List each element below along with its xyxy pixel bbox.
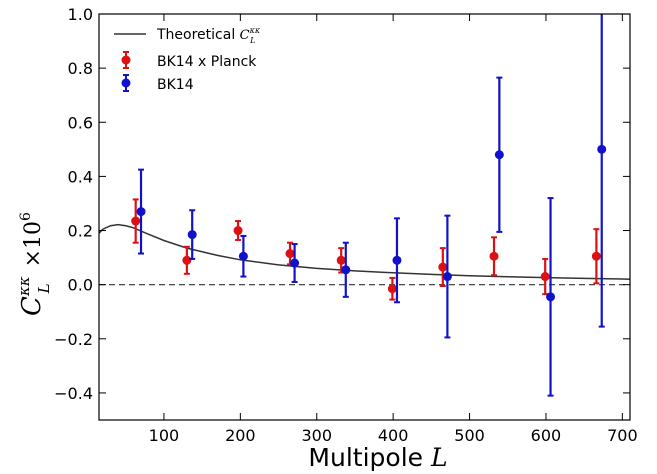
marker xyxy=(131,216,141,226)
marker xyxy=(442,272,452,282)
y-axis-label: Cκκ L ×106 xyxy=(15,212,53,316)
marker xyxy=(494,150,504,160)
marker xyxy=(336,255,346,265)
marker xyxy=(285,249,295,259)
data-point-bk14xplanck xyxy=(131,198,141,244)
x-tick-label: 300 xyxy=(301,426,332,445)
x-tick-label: 100 xyxy=(149,426,180,445)
y-tick-label: 0.8 xyxy=(68,59,93,78)
data-point-bk14 xyxy=(494,76,504,233)
legend-marker-bk14 xyxy=(121,74,131,92)
marker xyxy=(438,262,448,272)
marker xyxy=(341,265,351,275)
data-point-bk14xplanck xyxy=(285,241,295,266)
x-tick-label: 400 xyxy=(378,426,409,445)
y-tick-label: −0.2 xyxy=(54,330,93,349)
plot-frame xyxy=(98,13,631,421)
marker xyxy=(187,230,197,240)
marker xyxy=(290,258,300,268)
marker xyxy=(233,226,243,236)
data-point-bk14 xyxy=(597,14,607,328)
marker xyxy=(540,272,550,282)
y-tick-label: 0.0 xyxy=(68,276,93,295)
legend-label-bk14: BK14 xyxy=(157,77,194,93)
data-point-bk14 xyxy=(392,217,402,304)
marker xyxy=(546,292,556,302)
axis-ticks: 100 200 300 400 500 600 700 −0.4 −0.2 0.0 0.2 0.4 0.… xyxy=(54,5,637,445)
legend-label-theory: Theoretical Cκκ L xyxy=(156,26,261,45)
y-tick-label: 0.6 xyxy=(68,113,93,132)
data-point-bk14 xyxy=(442,214,452,339)
data-point-bk14xplanck xyxy=(438,247,448,288)
data-point-bk14 xyxy=(290,243,300,283)
x-tick-label: 500 xyxy=(454,426,485,445)
marker xyxy=(136,207,146,217)
data-point-bk14xplanck xyxy=(540,257,550,296)
legend-label-bk14xplanck: BK14 x Planck xyxy=(157,54,257,70)
marker xyxy=(392,255,402,265)
marker xyxy=(182,255,192,265)
data-point-bk14 xyxy=(187,209,197,260)
data-point-bk14xplanck xyxy=(233,220,243,242)
x-tick-label: 200 xyxy=(225,426,256,445)
marker xyxy=(489,251,499,261)
marker xyxy=(238,251,248,261)
data-point-bk14xplanck xyxy=(387,276,397,301)
data-point-bk14 xyxy=(238,234,248,278)
y-tick-label: 0.2 xyxy=(68,222,93,241)
marker xyxy=(591,251,601,261)
y-tick-label: −0.4 xyxy=(54,384,93,403)
data-point-bk14xplanck xyxy=(182,245,192,275)
series-line-theory xyxy=(99,223,630,281)
data-point-bk14 xyxy=(546,197,556,397)
legend: Theoretical Cκκ L BK14 x Planck BK14 xyxy=(114,26,261,93)
plot-area xyxy=(99,14,630,397)
legend-marker-bk14xplanck xyxy=(121,51,131,69)
data-point-bk14 xyxy=(136,168,146,255)
marker xyxy=(387,284,397,294)
data-point-bk14xplanck xyxy=(591,228,601,285)
data-point-bk14 xyxy=(341,241,351,298)
y-tick-label: 1.0 xyxy=(68,5,93,24)
marker xyxy=(597,144,607,154)
x-axis-label: Multipole L xyxy=(308,443,447,472)
x-tick-label: 600 xyxy=(531,426,562,445)
data-point-bk14xplanck xyxy=(489,236,499,277)
y-tick-label: 0.4 xyxy=(68,167,93,186)
x-tick-label: 700 xyxy=(607,426,638,445)
